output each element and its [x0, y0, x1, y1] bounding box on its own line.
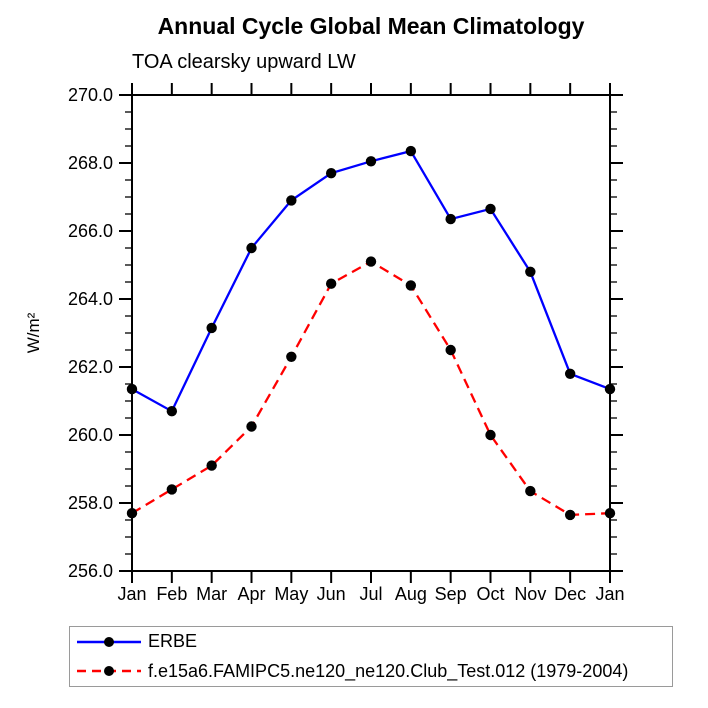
x-tick-label: Jan: [595, 584, 624, 604]
legend-marker-icon: [104, 666, 114, 677]
x-tick-label: Apr: [237, 584, 265, 604]
x-tick-label: Mar: [196, 584, 227, 604]
data-point-marker: [445, 344, 456, 356]
data-point-marker: [206, 322, 217, 334]
chart-title: Annual Cycle Global Mean Climatology: [157, 13, 585, 39]
y-tick-label: 264.0: [68, 289, 113, 309]
legend-label-erbe: ERBE: [148, 631, 198, 652]
data-point-marker: [325, 278, 337, 289]
y-tick-label: 270.0: [68, 85, 113, 105]
legend-box: ERBE f.e15a6.FAMIPC5.ne120_ne120.Club_Te…: [69, 626, 673, 687]
data-point-marker: [166, 484, 178, 495]
data-point-marker: [286, 351, 297, 362]
data-point-marker: [564, 368, 576, 379]
data-point-marker: [485, 429, 496, 441]
data-point-marker: [445, 213, 456, 225]
x-tick-label: Jun: [317, 584, 346, 604]
legend-line-sample-model: [77, 666, 141, 677]
series-line-0: [131, 149, 611, 413]
x-tick-label: Feb: [156, 584, 187, 604]
data-point-marker: [206, 460, 217, 471]
data-point-marker: [246, 421, 257, 432]
data-point-marker: [365, 156, 377, 167]
chart-subtitle: TOA clearsky upward LW: [132, 51, 356, 73]
legend-item-erbe: ERBE: [70, 627, 672, 657]
y-tick-label: 266.0: [68, 221, 113, 241]
data-point-marker: [365, 256, 377, 267]
x-tick-label: Aug: [395, 584, 427, 604]
data-point-marker: [126, 383, 138, 395]
x-tick-label: Sep: [435, 584, 467, 604]
y-tick-label: 258.0: [68, 493, 113, 513]
y-tick-label: 256.0: [68, 561, 113, 581]
x-tick-label: May: [274, 584, 308, 604]
data-point-marker: [126, 508, 138, 519]
data-point-marker: [564, 509, 576, 521]
x-tick-label: Oct: [476, 584, 504, 604]
data-point-marker: [525, 485, 536, 497]
data-point-marker: [485, 203, 496, 215]
data-point-marker: [246, 242, 257, 254]
legend-item-model: f.e15a6.FAMIPC5.ne120_ne120.Club_Test.01…: [70, 657, 672, 687]
x-tick-label: Dec: [554, 584, 586, 604]
x-tick-label: Jul: [359, 584, 382, 604]
data-point-marker: [604, 508, 616, 519]
y-tick-label: 260.0: [68, 425, 113, 445]
x-tick-label: Jan: [117, 584, 146, 604]
data-point-marker: [604, 383, 616, 395]
legend-line-sample-erbe: [77, 636, 141, 647]
legend-marker-icon: [104, 636, 114, 647]
y-tick-label: 262.0: [68, 357, 113, 377]
x-tick-label: Nov: [514, 584, 546, 604]
data-point-marker: [405, 280, 417, 291]
series-line-1: [131, 260, 611, 517]
legend-label-model: f.e15a6.FAMIPC5.ne120_ne120.Club_Test.01…: [148, 660, 629, 681]
data-point-marker: [286, 195, 297, 206]
data-point-marker: [325, 168, 337, 179]
y-tick-label: 268.0: [68, 153, 113, 173]
data-point-marker: [405, 145, 417, 157]
data-point-marker: [166, 406, 178, 417]
data-point-marker: [525, 266, 536, 277]
